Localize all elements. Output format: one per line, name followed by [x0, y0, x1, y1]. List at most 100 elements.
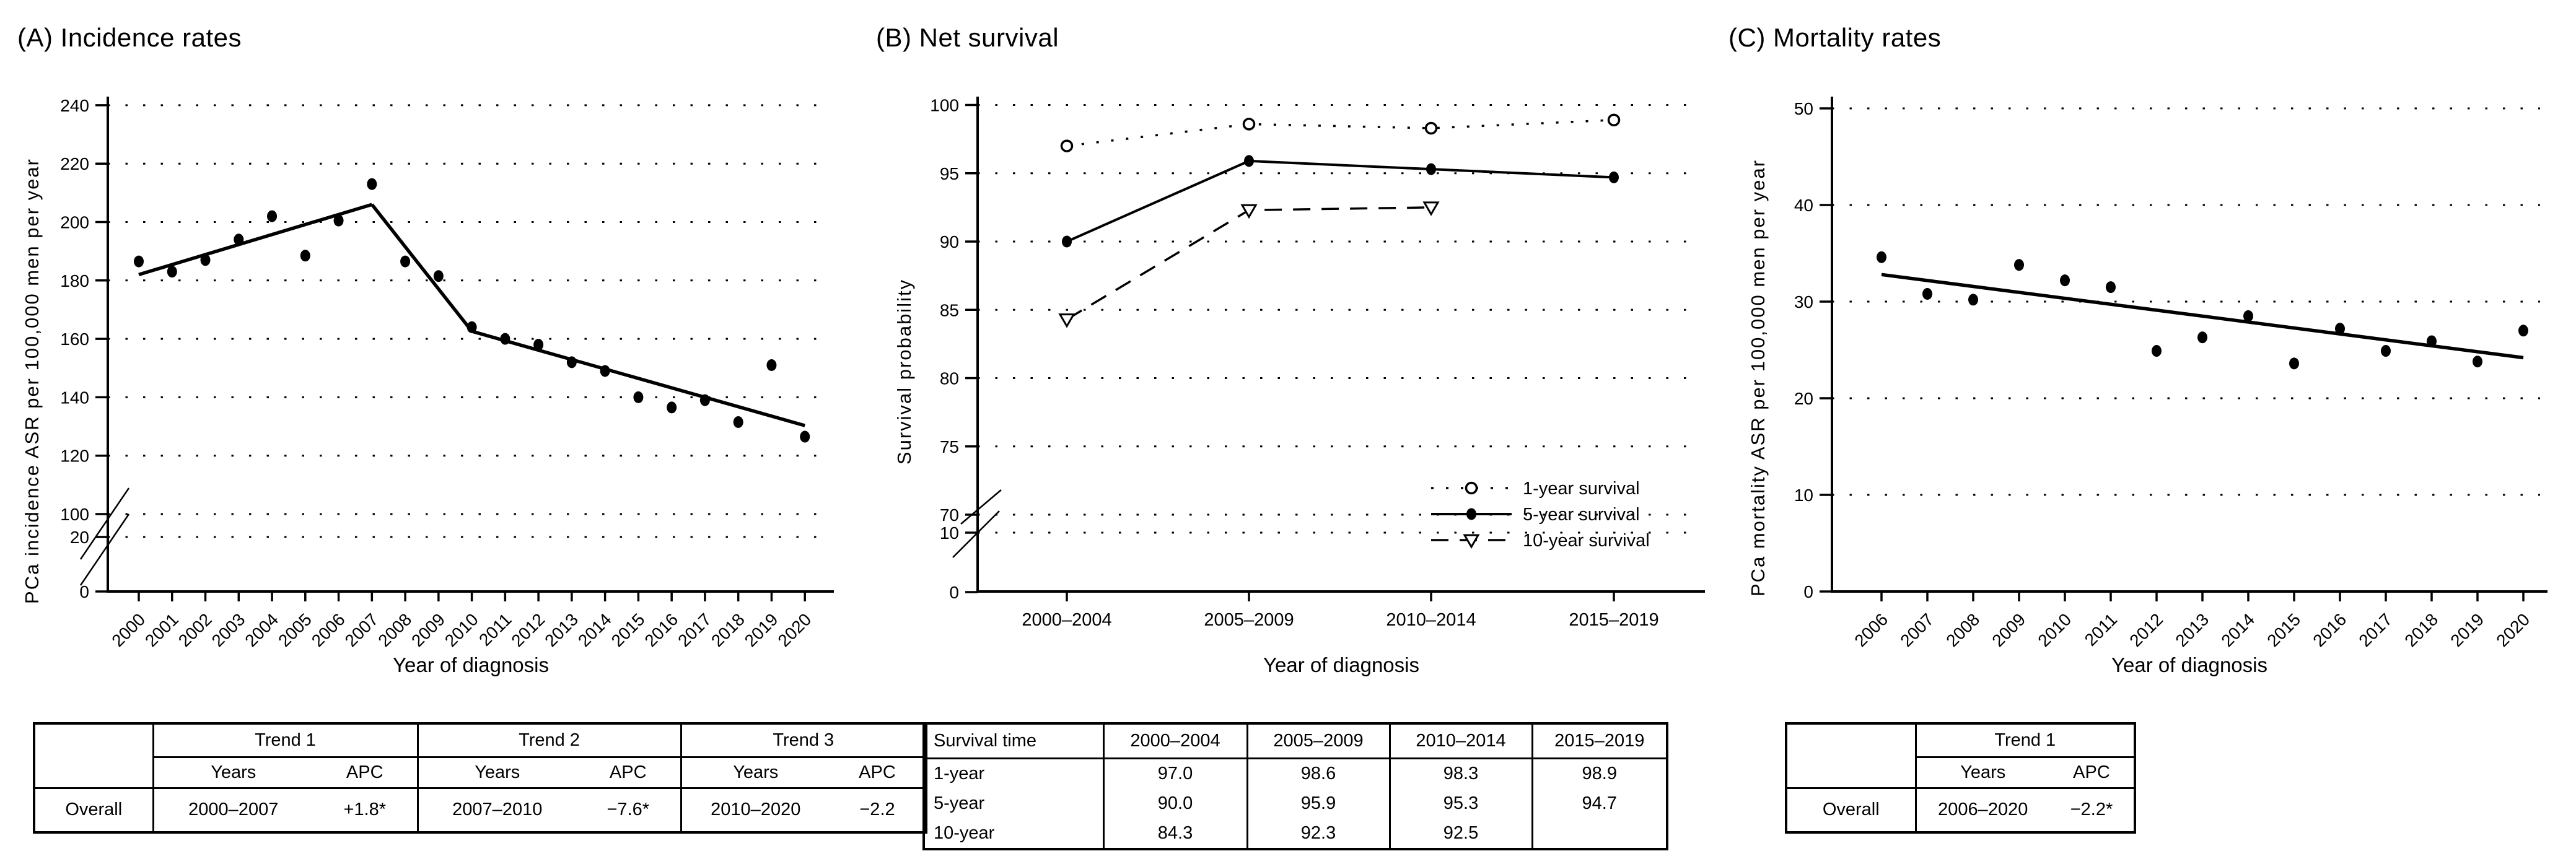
corner-cell	[34, 723, 154, 789]
y-tick-label: 100	[60, 505, 89, 524]
x-tick-label: 2006	[308, 609, 349, 650]
marker-filled-circle	[2106, 281, 2116, 294]
panel-C-title: (C) Mortality rates	[1728, 23, 1942, 52]
x-tick-label: 2014	[574, 609, 615, 650]
value-cell: 92.5	[1388, 819, 1532, 849]
corner-cell	[1786, 723, 1917, 789]
marker-filled-circle	[633, 391, 644, 403]
value-cell: 95.9	[1246, 788, 1390, 819]
marker-filled-circle	[766, 359, 777, 372]
column-header: Survival time	[924, 723, 1103, 759]
x-tick-label: 2017	[674, 609, 715, 650]
y-tick-label: 180	[60, 271, 89, 290]
table-row: Years APC	[1786, 757, 2135, 789]
survival-table: Survival time 2000–2004 2005–2009 2010–2014…	[922, 722, 1668, 850]
marker-open-triangle-down	[1422, 201, 1440, 216]
x-tick-label: 2020	[2492, 609, 2533, 650]
panel-A-apc-table: Trend 1 Trend 2 Trend 3 Years APC Years APC Yea…	[33, 722, 927, 834]
panel-A-title: (A) Incidence rates	[17, 23, 242, 52]
x-tick-label: 2010–2014	[1386, 610, 1476, 630]
apc-value: +1.8*	[343, 800, 387, 820]
apc-value: −7.6*	[607, 800, 650, 820]
apc-value: −2.2	[859, 800, 895, 820]
marker-filled-circle	[733, 416, 743, 428]
marker-filled-circle	[367, 178, 377, 190]
marker-filled-circle	[2152, 345, 2162, 357]
years-value: 2010–2020	[680, 788, 830, 832]
x-tick-label: 2007	[1896, 609, 1937, 650]
value-cell: 95.3	[1388, 788, 1532, 819]
value-cell: 97.0	[1102, 758, 1247, 788]
x-tick-label: 2013	[541, 609, 582, 650]
marker-filled-circle	[267, 210, 278, 222]
x-tick-label: 2000	[108, 609, 149, 650]
marker-filled-circle	[200, 254, 211, 266]
trend-group-header: Trend 2	[416, 723, 681, 758]
x-tick-label: 2000–2004	[1022, 610, 1111, 630]
trend-line	[370, 203, 473, 333]
marker-open-triangle-down	[1463, 534, 1480, 549]
y-tick-label: 240	[60, 96, 89, 115]
x-tick-label: 2015	[608, 609, 649, 650]
x-tick-label: 2004	[241, 609, 282, 650]
axis-break-slash	[952, 510, 1000, 558]
panel-A-plot: 0201001201401601802002202402000200120022…	[60, 96, 834, 650]
column-header: 2015–2019	[1531, 723, 1667, 759]
y-tick-label: 160	[60, 329, 89, 349]
y-tick-label: 70	[940, 505, 959, 525]
legend-label: 1-year survival	[1523, 479, 1640, 499]
x-tick-label: 2005–2009	[1204, 610, 1294, 630]
y-tick-label: 85	[940, 300, 959, 320]
x-tick-label: 2014	[2217, 609, 2258, 650]
row-label: 1-year	[934, 763, 985, 783]
value-cell: 98.3	[1388, 758, 1532, 788]
marker-filled-circle	[500, 333, 510, 345]
marker-open-circle	[1424, 121, 1438, 135]
x-tick-label: 2015–2019	[1569, 610, 1658, 630]
marker-filled-circle	[400, 255, 411, 268]
legend-label: 10-year survival	[1523, 531, 1650, 551]
value-cell: 84.3	[1102, 819, 1247, 849]
trend-line	[471, 329, 805, 427]
y-tick-label: 120	[60, 447, 89, 466]
x-tick-label: 2018	[708, 609, 748, 650]
marker-filled-circle	[1466, 508, 1476, 520]
marker-filled-circle	[1968, 294, 1978, 306]
table-row: Trend 1 Trend 2 Trend 3	[34, 723, 926, 789]
x-tick-label: 2001	[141, 609, 182, 650]
x-tick-label: 2005	[274, 609, 315, 650]
marker-filled-circle	[1244, 155, 1254, 167]
marker-filled-circle	[2060, 274, 2070, 287]
row-label: Overall	[34, 788, 154, 832]
panel-B-x-axis-label: Year of diagnosis	[1263, 653, 1419, 676]
y-tick-label: 0	[949, 583, 959, 602]
marker-filled-circle	[2518, 325, 2528, 337]
marker-filled-circle	[134, 255, 144, 268]
y-tick-label: 20	[70, 528, 89, 547]
legend-label: 5-year survival	[1523, 505, 1640, 525]
y-tick-label: 80	[940, 369, 959, 388]
x-tick-label: 2010	[2034, 609, 2075, 650]
series-line-solid	[1066, 159, 1614, 243]
row-label: 5-year	[934, 793, 985, 813]
y-tick-label: 10	[940, 523, 959, 543]
x-tick-label: 2002	[175, 609, 216, 650]
marker-open-circle	[1242, 118, 1256, 131]
marker-filled-circle	[2473, 356, 2482, 368]
y-tick-label: 200	[60, 213, 89, 232]
value-cell: 90.0	[1102, 788, 1247, 819]
trend-table: Trend 1 Years APC Overall 2006–2020 −2.2*	[1785, 722, 2136, 834]
x-tick-label: 2010	[441, 609, 482, 650]
axis-break-slash	[79, 487, 130, 560]
y-tick-label: 0	[79, 582, 89, 601]
x-tick-label: 2013	[2171, 609, 2212, 650]
x-tick-label: 2003	[208, 609, 249, 650]
table-row: Survival time 2000–2004 2005–2009 2010–2014…	[924, 723, 1667, 759]
table-row: Overall 2006–2020 −2.2*	[1786, 788, 2135, 832]
y-tick-label: 20	[1794, 389, 1813, 408]
trend-table: Trend 1 Trend 2 Trend 3 Years APC Years APC Yea…	[33, 722, 927, 834]
marker-filled-circle	[433, 270, 444, 282]
